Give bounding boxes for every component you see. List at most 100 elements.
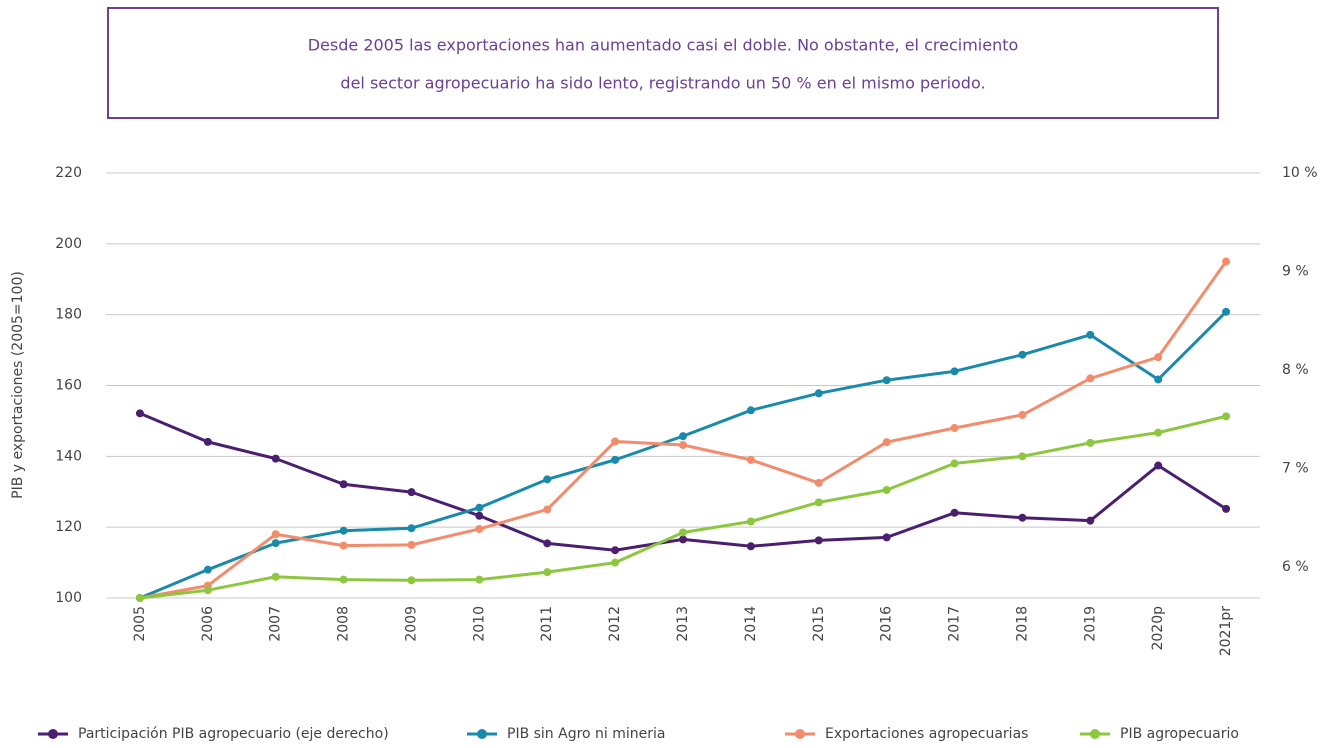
y2-tick-label: 6 % [1282,559,1309,575]
x-tick-label: 2019 [1082,606,1098,642]
point [203,437,212,446]
point [543,568,552,577]
x-tick-label: 2007 [268,606,284,642]
point [1018,513,1027,522]
point [271,539,280,548]
point [339,480,348,489]
point [611,546,620,555]
x-tick-label: 2018 [1014,606,1030,642]
legend-swatch [1090,729,1100,739]
x-tick-label: 2008 [336,606,352,642]
y-axis-label: PIB y exportaciones (2005=100) [10,271,26,499]
x-tick-label: 2015 [811,606,827,642]
y2-tick-label: 8 % [1282,362,1309,378]
point [407,576,416,585]
point [339,526,348,535]
point [1018,452,1027,461]
y-tick-label: 160 [55,378,82,394]
y2-tick-label: 9 % [1282,263,1309,279]
point [746,455,755,464]
point [814,498,823,507]
y-tick-label: 220 [55,165,82,181]
point [1086,516,1095,525]
x-tick-label: 2013 [675,606,691,642]
x-tick-label: 2016 [879,606,895,642]
point [271,572,280,581]
series-line [139,310,1228,600]
point [882,376,891,385]
point [746,542,755,551]
point [950,508,959,517]
legend-label: PIB sin Agro ni mineria [507,726,666,742]
x-tick-label: 2012 [607,606,623,642]
point [543,475,552,484]
x-tick-label: 2017 [947,606,963,642]
point [1154,428,1163,437]
point [611,455,620,464]
point [1222,504,1231,513]
title-box [107,7,1219,119]
point [271,530,280,539]
y-tick-label: 180 [55,307,82,323]
point [1086,374,1095,383]
point [679,432,687,441]
y-tick-label: 120 [55,519,82,535]
point [407,524,416,533]
point [271,454,280,463]
legend-swatch [48,729,58,739]
point [611,437,620,446]
x-tick-label: 2021pr [1218,606,1234,657]
legend-swatch [477,729,487,739]
point [1018,410,1027,419]
point [882,485,891,494]
y-tick-label: 140 [55,448,82,464]
point [882,533,891,542]
point [746,406,755,415]
chart-title: Desde 2005 las exportaciones han aumenta… [308,36,1019,55]
point [611,558,620,567]
point [1018,350,1027,359]
point [339,541,348,550]
point [339,575,348,584]
legend-label: Exportaciones agropecuarias [825,726,1028,742]
point [1222,412,1231,421]
point [950,424,959,432]
point [814,478,823,487]
y-tick-label: 200 [55,236,82,252]
point [543,505,552,514]
point [203,586,212,595]
y2-tick-label: 10 % [1282,165,1318,181]
x-tick-label: 2009 [403,606,419,642]
point [1222,307,1231,316]
point [1222,257,1231,266]
chart-title: del sector agropecuario ha sido lento, r… [340,74,985,93]
point [475,511,484,520]
point [475,503,484,512]
x-tick-label: 2011 [539,606,555,642]
x-tick-label: 2014 [743,606,759,642]
legend-label: Participación PIB agropecuario (eje dere… [78,726,389,742]
y2-tick-label: 7 % [1282,460,1309,476]
point [679,528,687,537]
point [679,441,687,449]
point [135,594,144,602]
point [679,535,687,544]
point [1154,461,1163,470]
x-tick-label: 2005 [132,606,148,642]
point [814,389,823,398]
point [135,409,144,418]
series-line [139,260,1228,600]
x-tick-label: 2006 [200,606,216,642]
point [475,524,484,533]
legend-label: PIB agropecuario [1120,726,1239,742]
point [746,517,755,526]
point [1154,375,1163,384]
x-tick-label: 2020p [1150,606,1166,651]
point [475,575,484,584]
point [203,565,212,574]
point [950,367,959,376]
y-tick-label: 100 [55,590,82,606]
point [882,438,891,447]
x-tick-label: 2010 [471,606,487,642]
